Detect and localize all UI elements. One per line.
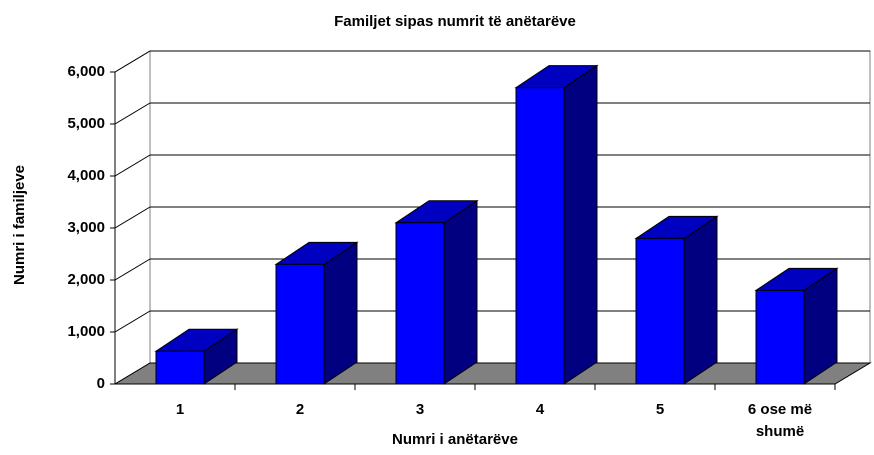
grid-line (114, 50, 151, 73)
x-tick-label: 3 (415, 401, 425, 418)
x-tick-label: 2 (295, 401, 305, 418)
y-tick-label: 0 (97, 375, 105, 392)
bar (154, 328, 239, 385)
bar-face (635, 237, 685, 385)
bar-face (443, 199, 478, 385)
x-tick-label: 5 (655, 401, 665, 418)
bar-face (563, 64, 598, 385)
y-tick-label: 6,000 (67, 63, 105, 80)
bar-face (155, 350, 205, 385)
bar-face (515, 87, 565, 385)
grid-line (114, 258, 151, 281)
bar-face (683, 215, 718, 385)
bar (274, 241, 359, 385)
grid-line (114, 206, 151, 229)
bar-face (323, 241, 358, 385)
y-tick-label: 2,000 (67, 271, 105, 288)
x-tick-label: 1 (175, 401, 185, 418)
grid-line (114, 154, 151, 177)
y-axis-title: Numri i familjeve (11, 165, 28, 285)
x-tick-label: 6 ose më shumë (747, 401, 813, 440)
y-tick-label: 1,000 (67, 323, 105, 340)
bar (754, 267, 839, 385)
bar (634, 215, 719, 385)
y-tick-label: 5,000 (67, 115, 105, 132)
y-tick-label: 4,000 (67, 167, 105, 184)
y-tick-label: 3,000 (67, 219, 105, 236)
chart-title: Familjet sipas numrit të anëtarëve (334, 13, 576, 30)
bar-face (395, 222, 445, 385)
x-tick-label: 4 (535, 401, 545, 418)
grid-line (114, 310, 151, 333)
bar-face (275, 263, 325, 385)
bar (514, 64, 599, 385)
bar-face (755, 289, 805, 385)
bar (394, 199, 479, 385)
x-axis-title: Numri i anëtarëve (392, 431, 518, 448)
grid-line (114, 102, 151, 125)
